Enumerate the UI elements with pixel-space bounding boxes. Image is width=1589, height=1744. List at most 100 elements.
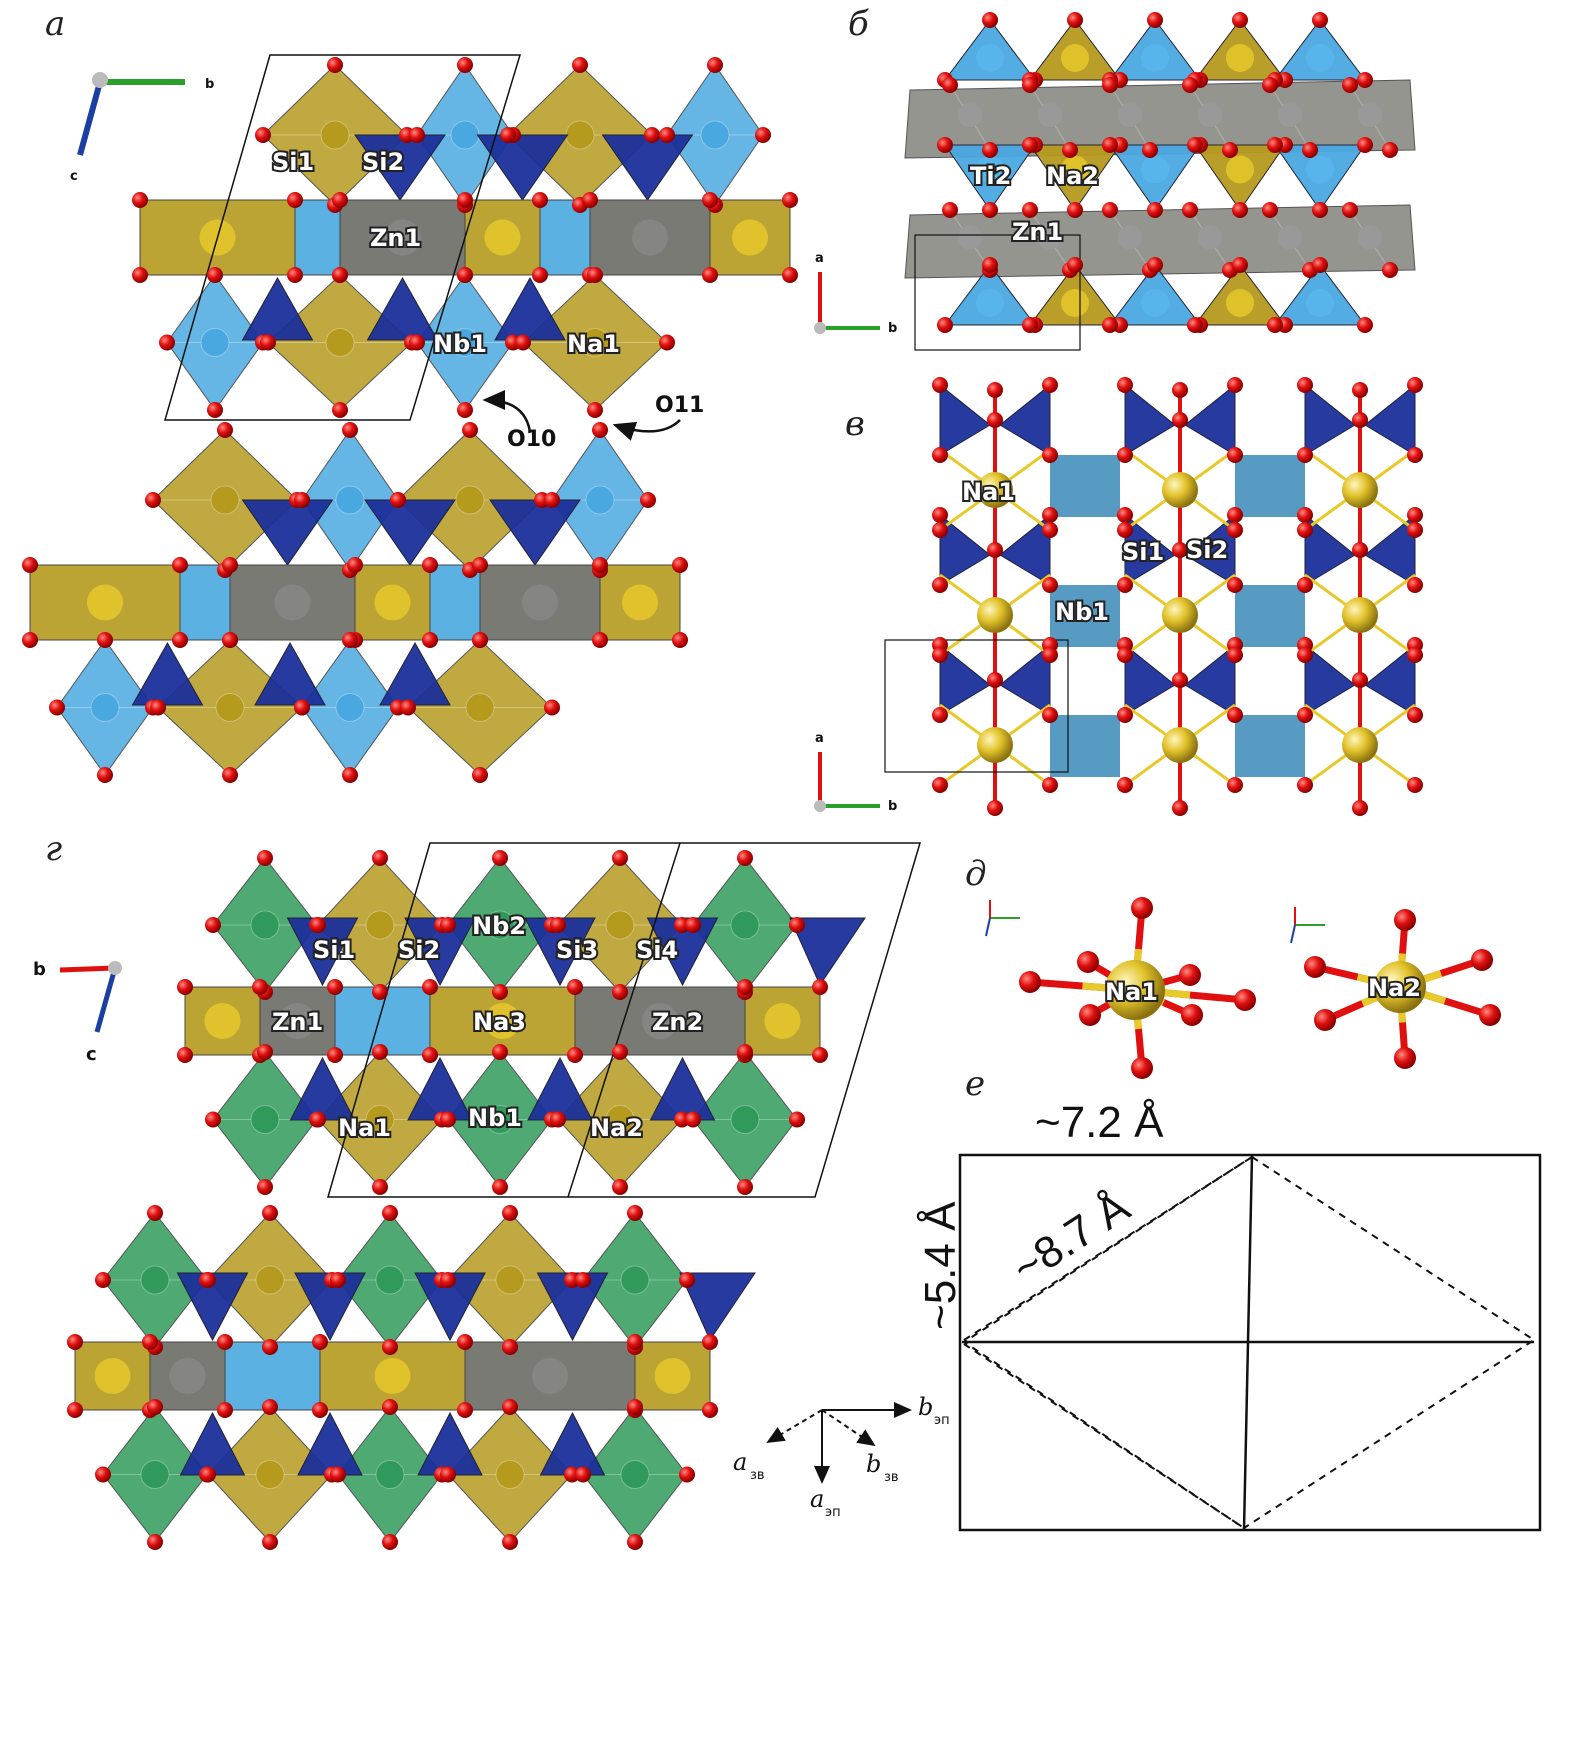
oxygen-atom	[1117, 507, 1133, 523]
cation-atom	[485, 910, 515, 940]
vector-b-zv	[821, 1409, 876, 1447]
axis-icon	[1290, 924, 1296, 944]
tetrahedron	[379, 641, 451, 706]
cation-atom	[632, 219, 668, 256]
oxygen-atom	[67, 1334, 83, 1350]
panel-d-letter: д	[965, 854, 987, 894]
oxygen-atom	[372, 850, 388, 866]
oxygen-atom	[1297, 707, 1313, 723]
oxygen-atom	[382, 1399, 398, 1415]
cation-atom	[455, 485, 485, 515]
tetrahedron	[494, 276, 566, 341]
oxygen-atom	[222, 632, 238, 648]
layer-polyhedron	[139, 199, 296, 276]
cation-atom	[204, 1003, 241, 1039]
oxygen-atom	[1232, 257, 1248, 273]
label-na1: Na1	[1105, 978, 1158, 1006]
cation-atom	[335, 693, 365, 722]
cation-atom	[622, 584, 658, 621]
oxygen-atom	[1407, 577, 1423, 593]
oxygen-atom	[1117, 707, 1133, 723]
vector-a-zv	[766, 1409, 823, 1444]
tetrahedron	[1364, 383, 1416, 456]
oxygen-atom	[1357, 72, 1373, 88]
oxygen-atom	[1019, 971, 1041, 993]
oxygen-atom	[612, 1044, 628, 1060]
cation-atom	[87, 584, 123, 621]
axis-origin	[108, 961, 122, 975]
oxygen-atom	[1042, 647, 1058, 663]
oxygen-atom	[207, 402, 223, 418]
cation-atom	[1061, 44, 1089, 72]
oxygen-atom	[372, 984, 388, 1000]
oxygen-atom	[932, 377, 948, 393]
oxygen-atom	[937, 317, 953, 333]
cation-atom	[1118, 225, 1142, 250]
oxygen-atom	[1147, 257, 1163, 273]
label-na1: Na1	[962, 478, 1015, 506]
label-nb1: Nb1	[468, 1104, 522, 1132]
oxygen-atom	[310, 917, 326, 933]
oxygen-atom	[544, 699, 560, 716]
cation-atom	[200, 328, 230, 357]
tetrahedron	[289, 1056, 356, 1121]
oxygen-atom	[132, 267, 148, 283]
oxygen-atom	[1079, 1004, 1101, 1026]
oxygen-atom	[1394, 909, 1416, 931]
oxygen-atom	[422, 557, 438, 573]
oxygen-atom	[1352, 672, 1368, 688]
oxygen-atom	[592, 422, 608, 438]
oxygen-atom	[1234, 989, 1256, 1011]
cation-atom	[732, 219, 768, 256]
oxygen-atom	[342, 422, 358, 438]
oxygen-atom	[1117, 522, 1133, 538]
tetrahedron	[789, 917, 866, 987]
oxygen-atom	[685, 917, 701, 933]
oxygen-atom	[1312, 202, 1328, 218]
cation-atom	[365, 1105, 395, 1134]
nb-octahedron	[1235, 585, 1305, 647]
na-atom	[1162, 472, 1198, 508]
label-si1: Si1	[313, 936, 355, 964]
na-atom	[1162, 727, 1198, 763]
oxygen-atom	[400, 699, 416, 716]
label-zn1: Zn1	[1012, 218, 1063, 246]
oxygen-atom	[755, 127, 771, 143]
cation-atom	[958, 225, 982, 250]
oxygen-atom	[205, 917, 221, 933]
oxygen-atom	[287, 267, 303, 283]
oxygen-atom	[1357, 317, 1373, 333]
na-atom	[1342, 597, 1378, 633]
cation-atom	[374, 1358, 411, 1394]
oxygen-atom	[1042, 447, 1058, 463]
cation-atom	[484, 1003, 521, 1039]
oxygen-atom	[67, 1402, 83, 1418]
oxygen-atom	[1407, 377, 1423, 393]
oxygen-atom	[987, 412, 1003, 428]
oxygen-atom	[1102, 317, 1118, 333]
oxygen-atom	[1407, 507, 1423, 523]
panel-e-letter: е	[965, 1064, 985, 1104]
oxygen-atom	[217, 1402, 233, 1418]
tetrahedron	[286, 917, 359, 987]
oxygen-atom	[789, 917, 805, 933]
dim-width: ~7.2 Å	[1035, 1098, 1164, 1147]
panel-g-letter: г	[45, 829, 62, 869]
oxygen-atom	[502, 1339, 518, 1355]
oxygen-atom	[1297, 377, 1313, 393]
cation-atom	[365, 910, 395, 940]
oxygen-atom	[147, 1534, 163, 1550]
oxygen-atom	[1117, 447, 1133, 463]
oxygen-atom	[312, 1402, 328, 1418]
cation-atom	[580, 328, 610, 357]
cation-atom	[384, 219, 421, 256]
panel-b-letter: б	[848, 4, 869, 44]
oxygen-atom	[627, 1334, 643, 1350]
oxygen-atom	[97, 767, 113, 783]
cation-atom	[1141, 44, 1169, 72]
oxygen-atom	[1172, 800, 1188, 816]
cation-atom	[1141, 289, 1169, 317]
oxygen-atom	[492, 850, 508, 866]
oxygen-atom	[472, 767, 488, 783]
oxygen-atom	[1312, 257, 1328, 273]
